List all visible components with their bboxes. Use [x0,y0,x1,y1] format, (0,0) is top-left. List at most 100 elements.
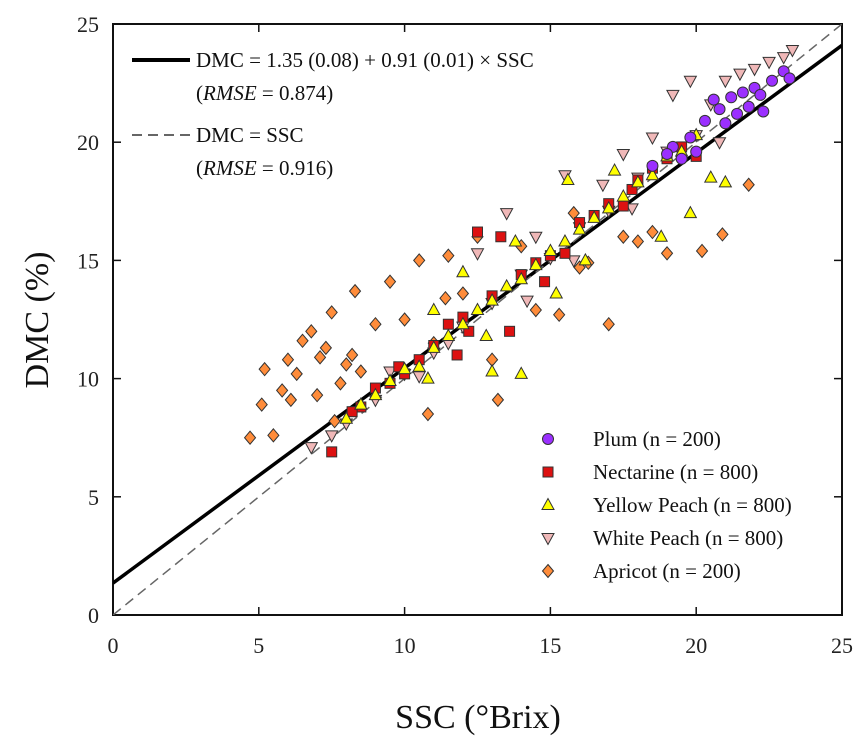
data-point-diamond [529,302,542,318]
identity-rmse-text: (RMSE = 0.916) [196,156,333,180]
x-axis-title: SSC (°Brix) [395,699,561,736]
data-point-triangle-down [683,75,698,89]
data-point-diamond [398,312,411,327]
data-point-triangle-up [645,167,660,181]
data-point-diamond [334,376,347,391]
data-point-triangle-up [456,264,470,278]
data-point-triangle-up [528,257,543,271]
identity-equation-text: DMC = SSC [196,123,304,147]
legend: Plum (n = 200) Nectarine (n = 800) Yello… [541,427,792,583]
data-point-triangle-down [776,52,791,65]
data-point-triangle-down [528,231,543,245]
data-point-triangle-up [426,340,441,353]
data-point-triangle-up [654,229,669,242]
data-point-triangle-down [520,295,534,309]
data-point-diamond [491,392,505,408]
data-point-circle [661,148,674,161]
data-point-square [495,231,507,243]
y-tick-label: 25 [77,12,99,37]
x-tick-label: 20 [685,633,707,658]
legend-label-nectarine: Nectarine (n = 800) [593,460,758,484]
y-tick-label: 0 [88,603,99,628]
data-point-diamond [552,307,566,323]
legend-label-yellow-peach: Yellow Peach (n = 800) [593,493,792,517]
legend-label-white-peach: White Peach (n = 800) [593,526,783,550]
data-point-diamond [313,350,327,365]
data-point-diamond [275,383,289,398]
data-point-diamond [345,347,359,363]
data-point-diamond [413,253,426,268]
data-point-triangle-up [441,328,456,342]
data-point-triangle-up [485,293,499,306]
data-point-diamond [742,177,755,193]
data-point-diamond [354,364,368,379]
fit-rmse-metric: RMSE [202,81,257,105]
data-point-circle [754,88,767,101]
equation-annotations: DMC = 1.35 (0.08) + 0.91 (0.01) × SSC (R… [132,48,534,180]
data-point-diamond [281,352,295,367]
data-point-triangle-down [762,56,776,70]
data-point-triangle-up [616,189,631,202]
data-point-diamond [305,324,318,339]
data-point-diamond [442,248,455,263]
x-tick-label: 0 [108,633,119,658]
data-point-square [326,446,338,458]
data-point-triangle-down [616,149,631,162]
data-point-circle [783,72,796,85]
data-point-diamond [243,430,257,445]
data-point-diamond [617,229,630,245]
data-point-triangle-up [470,302,485,316]
data-point-triangle-up [339,411,354,424]
data-point-triangle-up [558,233,572,247]
legend-label-plum: Plum (n = 200) [593,427,721,451]
data-point-triangle-up [514,271,529,285]
data-point-diamond [602,316,615,332]
data-point-diamond [421,406,435,422]
legend-symbol [541,497,555,510]
data-point-circle [707,93,720,106]
data-point-circle [719,117,732,130]
data-point-triangle-down [712,137,727,150]
data-point-triangle-up [543,243,558,256]
data-point-circle [766,74,779,87]
data-point-triangle-up [683,205,698,219]
data-point-triangle-up [354,397,368,410]
data-point-diamond [716,227,729,242]
data-point-square [346,406,358,418]
data-point-triangle-up [703,170,718,183]
data-point-circle [742,100,755,113]
legend-marker-nectarine [542,466,554,478]
legend-marker-yellow-peach [541,497,555,510]
data-point-diamond [695,243,709,259]
data-point-triangle-up [508,233,523,247]
y-tick-label: 10 [77,367,99,392]
data-point-circle [731,107,744,120]
data-point-circle [713,103,726,116]
data-point-diamond [631,234,645,249]
data-point-square [626,183,638,195]
data-point-triangle-up [383,373,397,386]
data-point-diamond [284,392,298,408]
data-point-triangle-down [566,255,581,268]
identity-rmse-metric: RMSE [202,156,257,180]
data-point-circle [736,86,749,99]
data-point-diamond [340,357,353,372]
data-point-triangle-up [421,371,435,384]
data-point-square [617,200,629,212]
data-point-triangle-down [499,208,514,221]
x-tick-label: 5 [253,633,264,658]
legend-marker-apricot [541,563,555,579]
axis-ticks: 0 5 10 15 20 25 0 5 10 15 20 25 [77,12,853,658]
identity-rmse-value: = 0.916 [262,156,326,180]
data-point-circle [684,131,697,144]
legend-marker-plum [542,433,554,445]
data-point-diamond [369,316,382,332]
data-point-triangle-down [470,248,485,261]
data-point-triangle-down [625,203,639,216]
data-point-triangle-up [485,363,499,377]
x-tick-label: 25 [831,633,853,658]
data-point-diamond [325,305,338,320]
y-tick-label: 15 [77,248,99,273]
data-point-triangle-up [549,285,564,299]
